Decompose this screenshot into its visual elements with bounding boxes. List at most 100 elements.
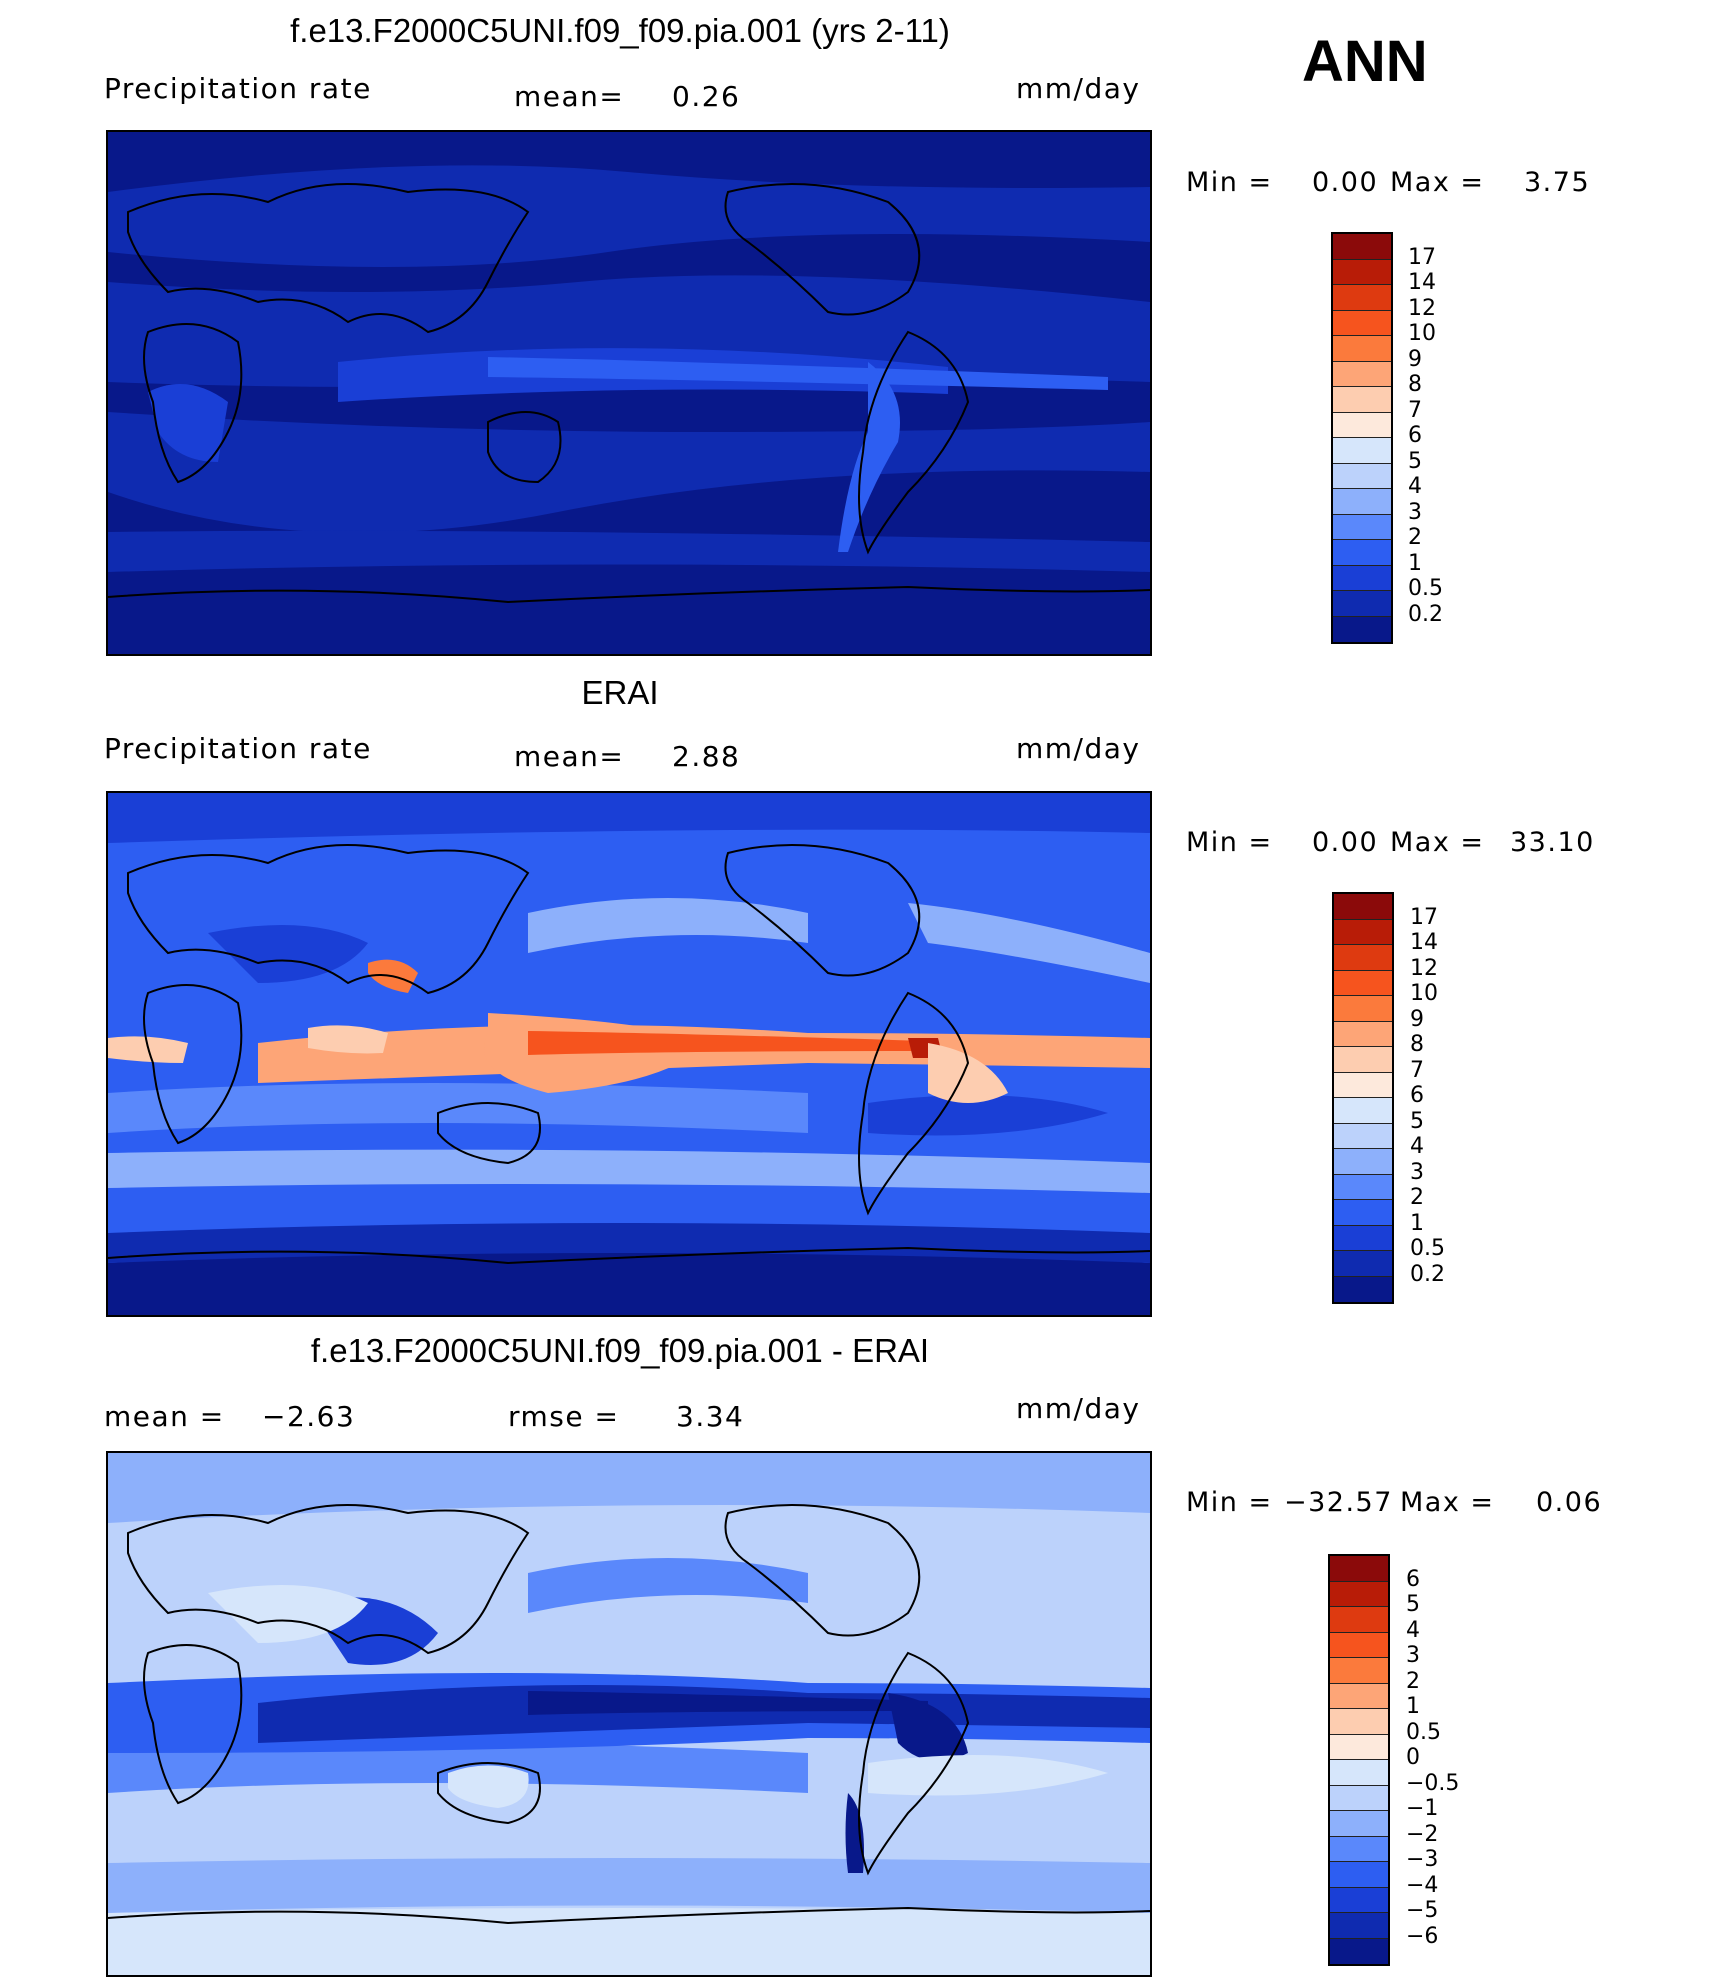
colorbar-segment bbox=[1333, 310, 1391, 336]
colorbar-tick-label: 1 bbox=[1408, 550, 1422, 576]
colorbar-tick-label: −6 bbox=[1406, 1923, 1439, 1949]
colorbar-segment bbox=[1334, 1021, 1392, 1047]
panel-3-max-label: Max = bbox=[1400, 1487, 1495, 1518]
colorbar-segment bbox=[1334, 894, 1392, 920]
colorbar-tick-label: 10 bbox=[1408, 321, 1436, 346]
colorbar-tick-label: 9 bbox=[1410, 1006, 1424, 1032]
colorbar-segment bbox=[1334, 1123, 1392, 1149]
panel-3-map bbox=[106, 1451, 1152, 1977]
colorbar-tick-label: 0.5 bbox=[1406, 1719, 1441, 1745]
panel-2-units: mm/day bbox=[1016, 732, 1141, 765]
panel-1-precip-field bbox=[108, 132, 1150, 654]
colorbar-tick-label: 1 bbox=[1410, 1210, 1424, 1236]
colorbar-segment bbox=[1330, 1785, 1388, 1811]
colorbar-tick-label: 17 bbox=[1410, 904, 1438, 930]
panel-2-colorbar bbox=[1332, 892, 1394, 1304]
panel-3-title: f.e13.F2000C5UNI.f09_f09.pia.001 - ERAI bbox=[310, 1332, 930, 1369]
colorbar-tick-label: 9 bbox=[1408, 346, 1422, 372]
colorbar-tick-label: 0.5 bbox=[1410, 1236, 1445, 1261]
colorbar-segment bbox=[1334, 1174, 1392, 1200]
colorbar-segment bbox=[1333, 463, 1391, 489]
colorbar-tick-label: 12 bbox=[1410, 955, 1438, 981]
colorbar-segment bbox=[1333, 540, 1391, 566]
colorbar-tick-label: 4 bbox=[1410, 1134, 1424, 1159]
colorbar-segment bbox=[1330, 1836, 1388, 1862]
colorbar-tick-label: −2 bbox=[1406, 1821, 1439, 1847]
panel-1-variable-label: Precipitation rate bbox=[104, 72, 372, 105]
season-label: ANN bbox=[1302, 29, 1428, 94]
colorbar-segment bbox=[1333, 438, 1391, 464]
colorbar-tick-label: 3 bbox=[1406, 1643, 1420, 1668]
colorbar-tick-label: 2 bbox=[1408, 525, 1422, 550]
colorbar-tick-label: 2 bbox=[1406, 1668, 1420, 1694]
colorbar-tick-label: 6 bbox=[1406, 1566, 1420, 1592]
colorbar-segment bbox=[1330, 1938, 1388, 1964]
colorbar-tick-label: 7 bbox=[1410, 1057, 1424, 1083]
colorbar-tick-label: −5 bbox=[1406, 1898, 1439, 1923]
colorbar-segment bbox=[1333, 591, 1391, 617]
colorbar-segment bbox=[1333, 412, 1391, 438]
colorbar-segment bbox=[1334, 996, 1392, 1022]
panel-2-precip-field bbox=[108, 793, 1150, 1315]
colorbar-segment bbox=[1333, 361, 1391, 387]
colorbar-segment bbox=[1334, 1098, 1392, 1124]
colorbar-segment bbox=[1330, 1811, 1388, 1837]
colorbar-segment bbox=[1333, 616, 1391, 642]
panel-3-rmse-value: 3.34 bbox=[676, 1400, 745, 1433]
colorbar-segment bbox=[1330, 1556, 1388, 1582]
colorbar-tick-label: 6 bbox=[1408, 423, 1422, 448]
panel-3-difference-field bbox=[108, 1453, 1150, 1975]
colorbar-segment bbox=[1330, 1632, 1388, 1658]
colorbar-segment bbox=[1330, 1887, 1388, 1913]
panel-1-mean-label: mean= bbox=[514, 80, 625, 113]
colorbar-segment bbox=[1333, 489, 1391, 515]
colorbar-tick-label: 0 bbox=[1406, 1745, 1420, 1770]
panel-3-rmse-label: rmse = bbox=[508, 1400, 620, 1433]
colorbar-tick-label: 8 bbox=[1410, 1032, 1424, 1057]
panel-3-colorbar bbox=[1328, 1554, 1390, 1966]
colorbar-segment bbox=[1333, 285, 1391, 311]
colorbar-segment bbox=[1334, 970, 1392, 996]
colorbar-tick-label: 8 bbox=[1408, 372, 1422, 397]
colorbar-tick-label: −0.5 bbox=[1406, 1770, 1460, 1796]
panel-2-map bbox=[106, 791, 1152, 1317]
colorbar-segment bbox=[1333, 565, 1391, 591]
colorbar-tick-label: −4 bbox=[1406, 1872, 1439, 1898]
colorbar-segment bbox=[1334, 1149, 1392, 1175]
panel-1-min-value: 0.00 bbox=[1312, 167, 1379, 198]
colorbar-tick-label: 7 bbox=[1408, 397, 1422, 423]
colorbar-segment bbox=[1330, 1709, 1388, 1735]
colorbar-segment bbox=[1330, 1760, 1388, 1786]
colorbar-tick-label: 6 bbox=[1410, 1083, 1424, 1108]
colorbar-segment bbox=[1334, 919, 1392, 945]
colorbar-segment bbox=[1334, 1276, 1392, 1302]
panel-2-title: ERAI bbox=[581, 674, 659, 711]
panel-1-map bbox=[106, 130, 1152, 656]
colorbar-segment bbox=[1333, 234, 1391, 260]
panel-1-max-label: Max = bbox=[1390, 167, 1485, 198]
colorbar-segment bbox=[1334, 1225, 1392, 1251]
colorbar-segment bbox=[1334, 1047, 1392, 1073]
panel-1-mean-value: 0.26 bbox=[672, 80, 741, 113]
colorbar-tick-label: 5 bbox=[1410, 1108, 1424, 1134]
colorbar-segment bbox=[1330, 1607, 1388, 1633]
colorbar-tick-label: 17 bbox=[1408, 244, 1436, 270]
colorbar-segment bbox=[1330, 1581, 1388, 1607]
colorbar-tick-label: 10 bbox=[1410, 981, 1438, 1006]
colorbar-segment bbox=[1334, 1200, 1392, 1226]
colorbar-segment bbox=[1330, 1913, 1388, 1939]
panel-2-min-label: Min = bbox=[1186, 827, 1273, 858]
colorbar-tick-label: −1 bbox=[1406, 1796, 1439, 1821]
colorbar-tick-label: −3 bbox=[1406, 1847, 1439, 1872]
colorbar-tick-label: 5 bbox=[1406, 1592, 1420, 1617]
colorbar-tick-label: 12 bbox=[1408, 295, 1436, 321]
colorbar-tick-label: 5 bbox=[1408, 448, 1422, 474]
panel-2-variable-label: Precipitation rate bbox=[104, 732, 372, 765]
panel-3-mean-label: mean = bbox=[104, 1400, 225, 1433]
panel-3-min-value: −32.57 bbox=[1284, 1487, 1393, 1518]
panel-3-min-label: Min = bbox=[1186, 1487, 1273, 1518]
colorbar-tick-label: 14 bbox=[1410, 930, 1438, 955]
panel-2-max-label: Max = bbox=[1390, 827, 1485, 858]
colorbar-segment bbox=[1333, 336, 1391, 362]
colorbar-tick-label: 0.2 bbox=[1408, 601, 1443, 627]
